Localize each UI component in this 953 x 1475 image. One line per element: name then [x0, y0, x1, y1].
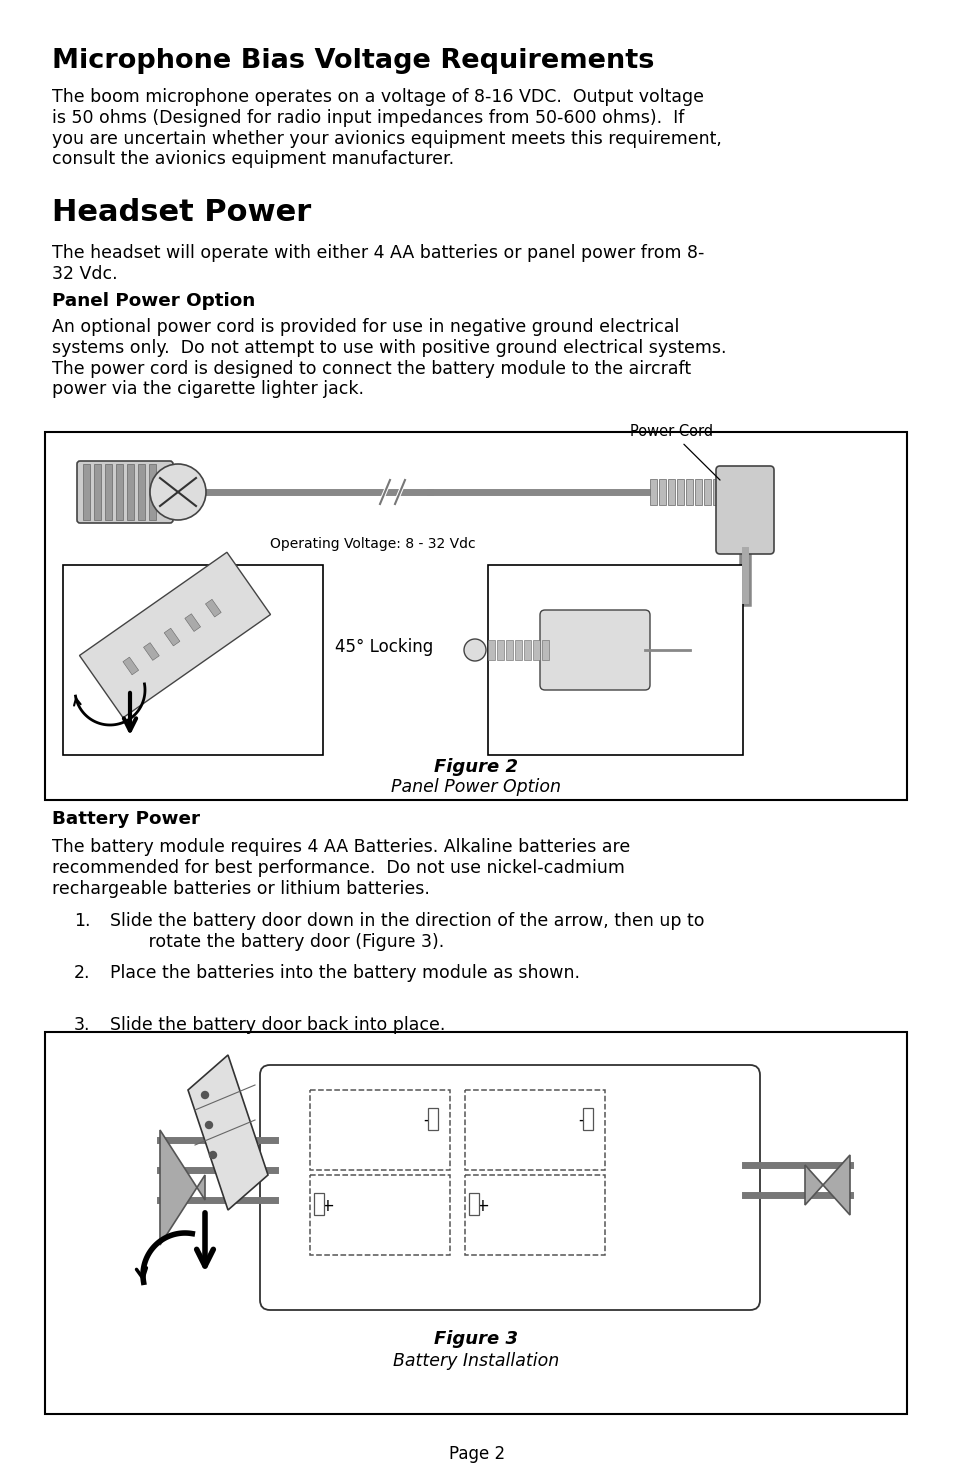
Circle shape: [150, 465, 206, 521]
Bar: [649, 479, 657, 504]
Bar: [127, 465, 133, 521]
Circle shape: [210, 1152, 216, 1158]
Polygon shape: [123, 658, 138, 676]
Circle shape: [463, 639, 485, 661]
Bar: [116, 465, 123, 521]
Text: 2.: 2.: [74, 965, 91, 982]
Text: Slide the battery door down in the direction of the arrow, then up to
       rot: Slide the battery door down in the direc…: [110, 912, 703, 951]
Text: Power Cord: Power Cord: [629, 425, 720, 479]
Bar: [533, 640, 539, 659]
Circle shape: [205, 1121, 213, 1128]
Bar: [464, 1090, 604, 1170]
Bar: [659, 479, 665, 504]
Text: Page 2: Page 2: [449, 1446, 504, 1463]
Text: 3.: 3.: [74, 1016, 91, 1034]
Text: POWER: POWER: [180, 627, 208, 636]
Polygon shape: [188, 1055, 268, 1210]
Text: The boom microphone operates on a voltage of 8-16 VDC.  Output voltage
is 50 ohm: The boom microphone operates on a voltag…: [52, 88, 721, 168]
Text: POWER: POWER: [581, 630, 613, 639]
Polygon shape: [185, 614, 200, 631]
Polygon shape: [205, 599, 221, 617]
Bar: [667, 479, 675, 504]
Bar: [105, 465, 112, 521]
Bar: [63, 565, 323, 755]
Text: Slide the battery door back into place.: Slide the battery door back into place.: [110, 1016, 445, 1034]
Polygon shape: [160, 1130, 205, 1245]
FancyBboxPatch shape: [77, 462, 172, 524]
Text: Figure 2: Figure 2: [434, 758, 517, 776]
Text: 1.: 1.: [74, 912, 91, 931]
Bar: [523, 640, 531, 659]
Bar: [695, 479, 701, 504]
Bar: [515, 640, 521, 659]
Bar: [94, 465, 101, 521]
Text: +: +: [475, 1198, 488, 1215]
Bar: [541, 640, 548, 659]
FancyBboxPatch shape: [260, 1065, 760, 1310]
Bar: [469, 1193, 478, 1215]
Polygon shape: [804, 1155, 849, 1215]
Bar: [83, 465, 90, 521]
Bar: [497, 640, 503, 659]
Bar: [310, 1090, 450, 1170]
Bar: [703, 479, 710, 504]
Text: Battery Power: Battery Power: [52, 810, 200, 827]
Text: Microphone Bias Voltage Requirements: Microphone Bias Voltage Requirements: [52, 49, 654, 74]
Text: +: +: [577, 1112, 590, 1130]
Bar: [488, 640, 495, 659]
Circle shape: [201, 1092, 209, 1099]
Bar: [712, 479, 720, 504]
Text: Headset Power: Headset Power: [52, 198, 311, 227]
Text: 45° Locking: 45° Locking: [335, 639, 433, 656]
Text: +: +: [319, 1198, 334, 1215]
Text: Place the batteries into the battery module as shown.: Place the batteries into the battery mod…: [110, 965, 579, 982]
Polygon shape: [79, 552, 271, 718]
FancyBboxPatch shape: [539, 611, 649, 690]
Bar: [464, 1176, 604, 1255]
Bar: [685, 479, 692, 504]
Bar: [149, 465, 156, 521]
Polygon shape: [164, 628, 180, 646]
Bar: [314, 1193, 324, 1215]
Text: Battery Installation: Battery Installation: [393, 1353, 558, 1370]
FancyBboxPatch shape: [716, 466, 773, 555]
Bar: [677, 479, 683, 504]
Text: Panel Power Option: Panel Power Option: [391, 777, 560, 797]
Bar: [428, 1108, 437, 1130]
Bar: [505, 640, 513, 659]
Text: +: +: [421, 1112, 436, 1130]
Polygon shape: [143, 643, 159, 661]
Bar: [138, 465, 145, 521]
Text: Figure 3: Figure 3: [434, 1330, 517, 1348]
Bar: [45, 1032, 906, 1415]
Text: An optional power cord is provided for use in negative ground electrical
systems: An optional power cord is provided for u…: [52, 319, 726, 398]
Text: The headset will operate with either 4 AA batteries or panel power from 8-
32 Vd: The headset will operate with either 4 A…: [52, 243, 703, 283]
Bar: [582, 1108, 593, 1130]
Text: Operating Voltage: 8 - 32 Vdc: Operating Voltage: 8 - 32 Vdc: [270, 537, 476, 552]
Bar: [488, 565, 742, 755]
Bar: [45, 432, 906, 799]
Text: Panel Power Option: Panel Power Option: [52, 292, 255, 310]
Text: The battery module requires 4 AA Batteries. Alkaline batteries are
recommended f: The battery module requires 4 AA Batteri…: [52, 838, 630, 898]
Bar: [310, 1176, 450, 1255]
